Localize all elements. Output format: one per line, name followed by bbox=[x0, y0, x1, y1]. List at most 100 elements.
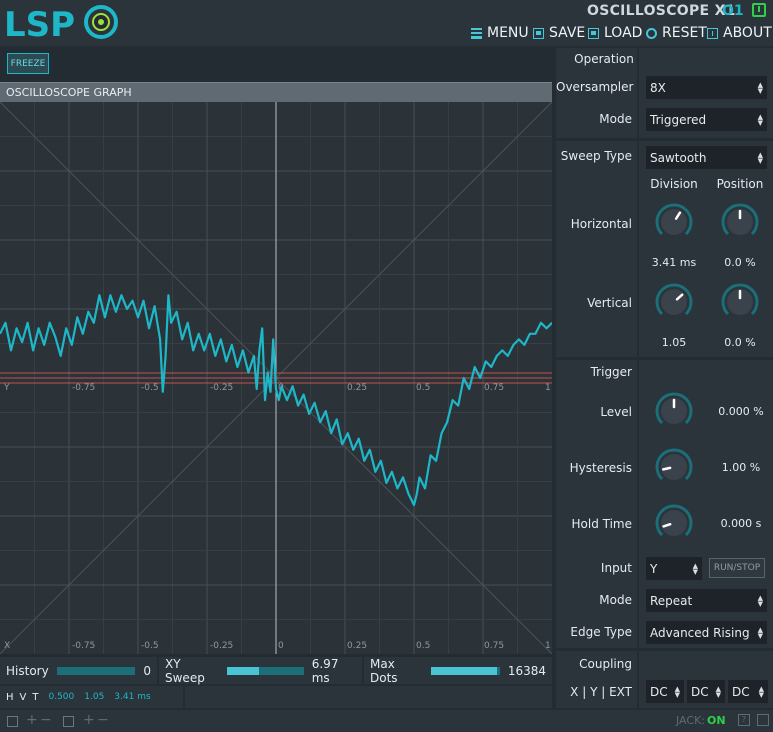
knob-indicator bbox=[674, 211, 682, 220]
graph-canvas: Y -0.75 -0.5 -0.25 0 0.25 0.5 0.75 1 X -… bbox=[0, 102, 552, 654]
knob-indicator bbox=[675, 293, 684, 301]
knob-track bbox=[655, 504, 693, 537]
zoom-out-icon[interactable]: − bbox=[40, 712, 52, 728]
select-arrows-icon: ▲ ▼ bbox=[757, 593, 763, 608]
save-button[interactable]: SAVE bbox=[533, 24, 585, 42]
save-icon bbox=[533, 27, 544, 39]
trigger-level-value: 0.000 % bbox=[718, 405, 764, 418]
v-position-knob[interactable] bbox=[720, 282, 760, 322]
load-button[interactable]: LOAD bbox=[588, 24, 642, 42]
signal-trace bbox=[0, 294, 552, 507]
font-icon[interactable] bbox=[63, 716, 74, 727]
axis-mid-tick: 1 bbox=[545, 383, 551, 393]
axis-mid-tick: -0.75 bbox=[72, 383, 95, 393]
input-select[interactable]: Y ▲ ▼ bbox=[646, 557, 702, 580]
logo-text: LSP bbox=[4, 5, 75, 43]
menu-button[interactable]: MENU bbox=[471, 24, 529, 42]
help-button[interactable]: ? bbox=[738, 714, 750, 726]
coupling-labels bbox=[556, 651, 637, 708]
run-stop-button[interactable]: RUN/STOP bbox=[709, 558, 765, 578]
zoom-in-icon[interactable]: + bbox=[26, 712, 38, 728]
sweep-type-select[interactable]: Sawtooth ▲ ▼ bbox=[646, 146, 767, 169]
mode-value: Triggered bbox=[650, 112, 707, 127]
trigger-mode-label: Mode bbox=[599, 593, 632, 607]
hvt-readout: H V T 0.500 1.05 3.41 ms bbox=[0, 686, 183, 708]
jack-label: JACK: bbox=[676, 714, 705, 727]
menu-icon bbox=[471, 27, 482, 39]
power-icon[interactable] bbox=[752, 3, 766, 17]
sweep-labels bbox=[556, 141, 637, 357]
knob-body bbox=[727, 289, 753, 315]
oscilloscope-graph[interactable]: Y -0.75 -0.5 -0.25 0 0.25 0.5 0.75 1 X -… bbox=[0, 102, 552, 654]
knob-body bbox=[661, 289, 687, 315]
hvt-value: 3.41 ms bbox=[114, 692, 151, 702]
edge-type-select[interactable]: Advanced Rising ▲ ▼ bbox=[646, 621, 767, 644]
horizontal-label: Horizontal bbox=[570, 217, 632, 231]
font-increase-icon[interactable]: + bbox=[83, 712, 95, 728]
axis-bottom-tick: 0.75 bbox=[484, 641, 504, 651]
axis-bottom-tick: X bbox=[4, 641, 10, 651]
reset-icon bbox=[646, 27, 657, 39]
window-icon[interactable] bbox=[7, 716, 18, 727]
xy-sweep-slider-fill bbox=[227, 666, 260, 675]
xy-sweep-control[interactable]: XY Sweep 6.97 ms bbox=[159, 657, 362, 685]
position-label: Position bbox=[716, 177, 764, 191]
load-button-label: LOAD bbox=[604, 25, 643, 41]
history-slider[interactable] bbox=[56, 666, 135, 675]
trigger-mode-select[interactable]: Repeat ▲ ▼ bbox=[646, 589, 767, 612]
xy-sweep-slider[interactable] bbox=[227, 666, 304, 675]
coupling-x-select[interactable]: DC ▲ ▼ bbox=[646, 680, 684, 703]
coupling-ext-select[interactable]: DC ▲ ▼ bbox=[728, 680, 768, 703]
about-button[interactable]: ABOUT bbox=[707, 24, 772, 42]
coupling-y-select[interactable]: DC ▲ ▼ bbox=[687, 680, 725, 703]
v-position-value: 0.0 % bbox=[724, 336, 756, 349]
knob-body bbox=[661, 398, 687, 424]
coupling-x-value: DC bbox=[650, 684, 668, 699]
h-position-value: 0.0 % bbox=[724, 256, 756, 269]
h-toggle[interactable]: H bbox=[6, 691, 14, 703]
knob-body bbox=[661, 454, 687, 480]
lsp-logo: LSP bbox=[4, 5, 118, 43]
save-button-label: SAVE bbox=[549, 25, 586, 41]
select-arrows-icon: ▲ ▼ bbox=[692, 561, 698, 576]
mode-select[interactable]: Triggered ▲ ▼ bbox=[646, 108, 767, 131]
axis-mid-tick: -0.25 bbox=[210, 383, 233, 393]
axis-mid-tick: 0.5 bbox=[416, 383, 430, 393]
reset-button[interactable]: RESET bbox=[646, 24, 707, 42]
knob-track bbox=[655, 283, 693, 316]
oversampler-label: Oversampler bbox=[556, 80, 634, 94]
trigger-mode-value: Repeat bbox=[650, 593, 693, 608]
axis-bottom-tick: 0.25 bbox=[347, 641, 367, 651]
knob-body bbox=[727, 209, 753, 235]
history-control[interactable]: History 0 bbox=[0, 657, 157, 684]
about-icon bbox=[707, 27, 718, 39]
trigger-level-knob[interactable] bbox=[654, 391, 694, 431]
font-decrease-icon[interactable]: − bbox=[97, 712, 109, 728]
status-bar bbox=[0, 710, 773, 732]
knob-body bbox=[661, 510, 687, 536]
h-division-knob[interactable] bbox=[654, 202, 694, 242]
max-dots-control[interactable]: Max Dots 16384 bbox=[364, 657, 552, 685]
h-division-value: 3.41 ms bbox=[651, 256, 697, 269]
input-value: Y bbox=[650, 561, 658, 576]
axis-bottom-tick: 0.5 bbox=[416, 641, 430, 651]
knob-track bbox=[721, 203, 759, 236]
select-arrows-icon: ▲ ▼ bbox=[715, 684, 721, 699]
hold-time-knob[interactable] bbox=[654, 503, 694, 543]
hysteresis-knob[interactable] bbox=[654, 447, 694, 487]
header-bar bbox=[0, 0, 773, 46]
resize-icon[interactable] bbox=[757, 714, 769, 726]
oversampler-select[interactable]: 8X ▲ ▼ bbox=[646, 76, 767, 99]
h-position-knob[interactable] bbox=[720, 202, 760, 242]
v-division-knob[interactable] bbox=[654, 282, 694, 322]
edge-type-value: Advanced Rising bbox=[650, 625, 750, 640]
knob-track bbox=[655, 203, 693, 236]
axis-mid-tick: 0.75 bbox=[484, 383, 504, 393]
freeze-button[interactable]: FREEZE bbox=[7, 53, 49, 74]
t-toggle[interactable]: T bbox=[32, 691, 39, 703]
hysteresis-label: Hysteresis bbox=[569, 461, 632, 475]
menu-button-label: MENU bbox=[487, 25, 529, 41]
trigger-title: Trigger bbox=[590, 365, 632, 379]
v-toggle[interactable]: V bbox=[19, 691, 27, 703]
max-dots-slider[interactable] bbox=[430, 666, 500, 675]
